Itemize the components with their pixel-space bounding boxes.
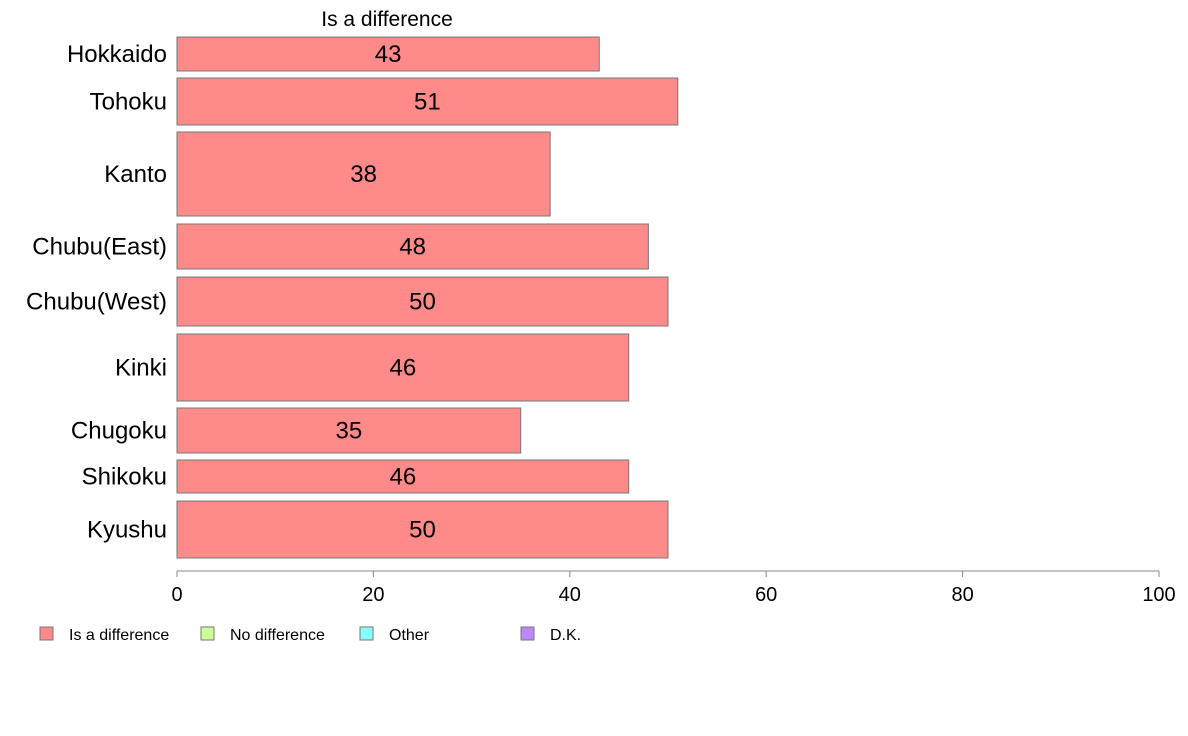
x-tick-label: 100 [1142,584,1175,606]
value-label: 50 [409,289,436,316]
bar-tohoku [176,77,679,126]
x-tick-label: 0 [171,584,182,606]
legend: Is a difference No difference Other D.K. [39,626,581,644]
x-axis: 0 20 40 60 80 100 [171,570,1176,606]
value-label: 50 [409,517,436,544]
category-label: Tohoku [90,89,167,116]
value-label: 51 [414,89,441,116]
category-label: Kinki [115,355,167,382]
category-label: Kanto [104,161,167,188]
value-label: 43 [375,41,402,68]
legend-swatch [520,626,535,641]
category-label: Kyushu [87,517,167,544]
x-tick-label: 80 [951,584,973,606]
bar-shikoku [176,459,630,494]
value-label: 48 [399,234,426,261]
legend-swatch [359,626,374,641]
x-tick-label: 20 [362,584,384,606]
x-tick-label: 60 [755,584,777,606]
bar-chugoku [176,407,522,454]
legend-label: D.K. [550,627,581,644]
bars-group: Hokkaido 43 Tohoku 51 Kanto 38 Chubu(East) 48 Ch… [26,36,679,559]
bar-kanto [176,131,551,217]
x-tick-label: 40 [559,584,581,606]
bar-kyushu [176,500,669,559]
value-label: 46 [390,464,417,491]
category-label: Chubu(East) [32,234,167,261]
series-title: Is a difference [321,8,453,31]
category-label: Hokkaido [67,41,167,68]
legend-label: Is a difference [69,627,169,644]
legend-swatch [200,626,215,641]
legend-label: No difference [230,627,325,644]
value-label: 46 [390,355,417,382]
bar-kinki [176,333,630,402]
bar-chubu-east- [176,223,649,270]
category-label: Shikoku [82,464,167,491]
legend-label: Other [389,627,430,644]
value-label: 35 [335,418,362,445]
legend-swatch [39,626,54,641]
category-label: Chubu(West) [26,289,167,316]
value-label: 38 [350,161,377,188]
bar-hokkaido [176,36,600,72]
category-label: Chugoku [71,418,167,445]
bar-chubu-west- [176,276,669,327]
